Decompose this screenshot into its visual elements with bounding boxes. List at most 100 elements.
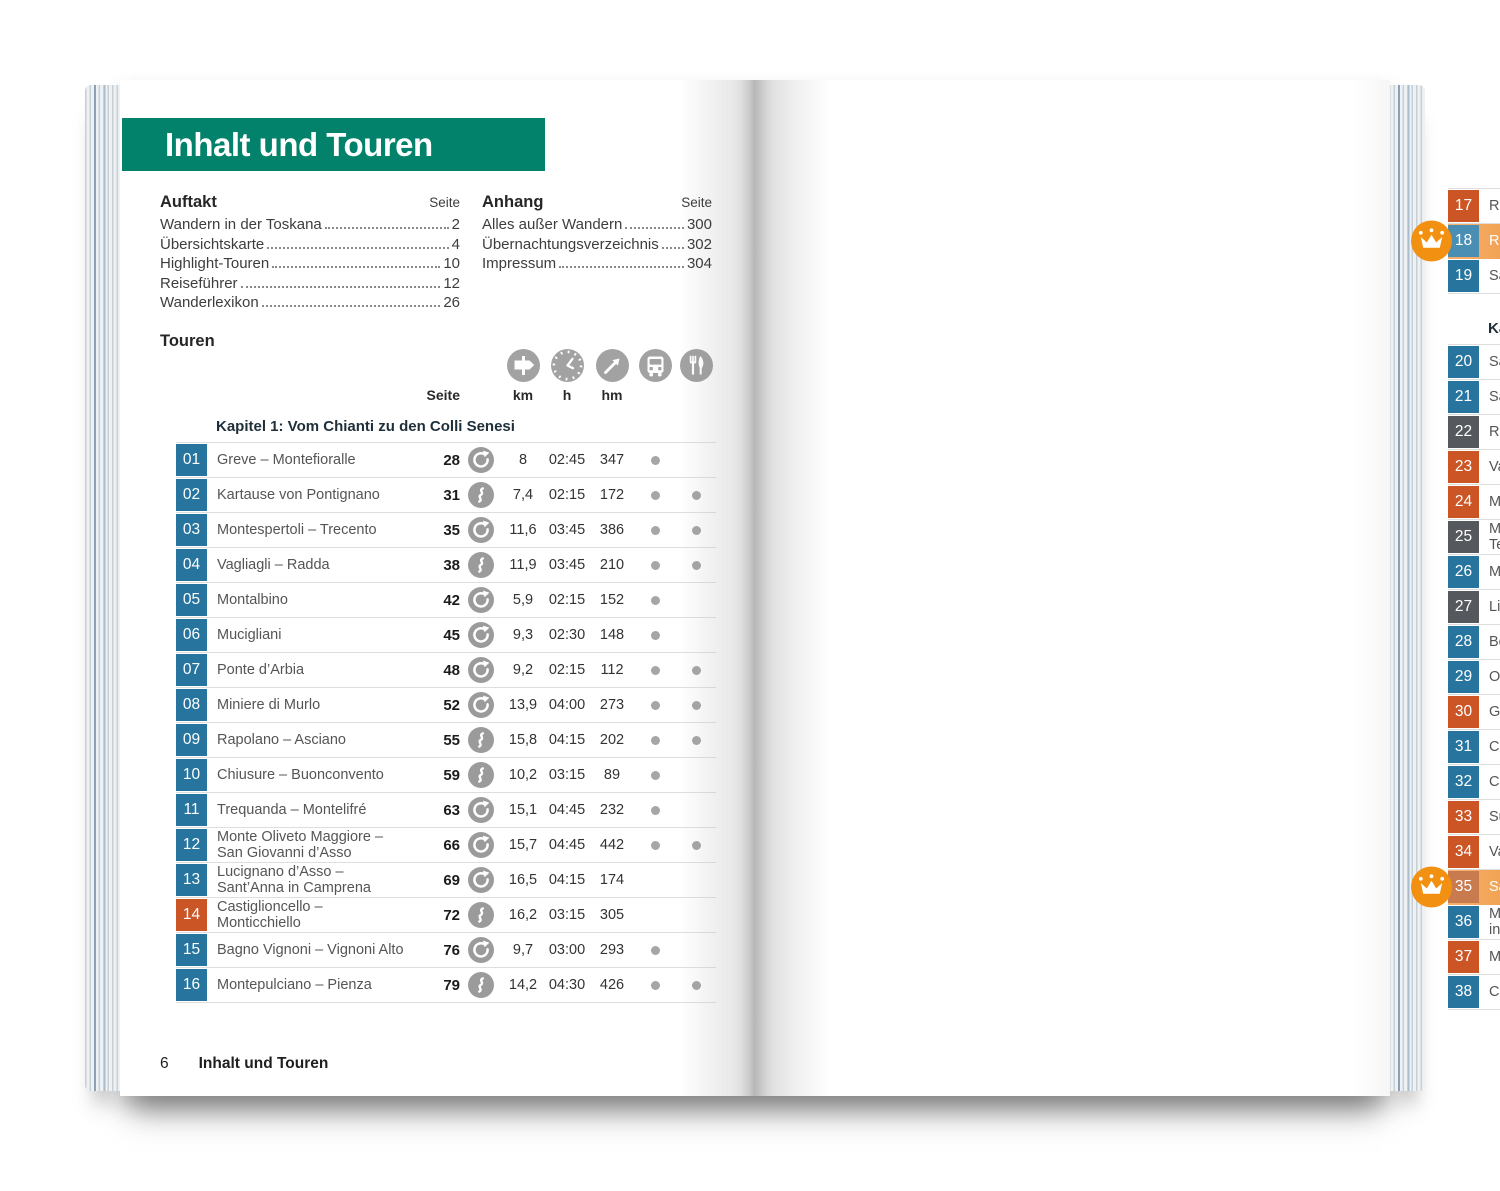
tour-row: 33 Sulcina – Corfino 137 14,2 05:00 596: [1448, 800, 1500, 835]
toc-item: Reiseführer 12: [160, 274, 460, 294]
bus-dot: [650, 980, 660, 990]
chapter-2-heading: Kapitel 2: Pistoiese, Garfagnana, Alpi A…: [1488, 320, 1500, 337]
round-trip-icon: [468, 657, 494, 683]
toc-item-page: 4: [451, 235, 460, 253]
tour-number-badge: 01: [176, 444, 207, 476]
toc-item: Übernachtungsverzeichnis 302: [482, 235, 712, 255]
tour-row: 15 Bagno Vignoni – Vignoni Alto 76 9,7 0…: [176, 933, 716, 968]
tour-row: 01 Greve – Montefioralle 28 8 02:45 347: [176, 443, 716, 478]
tour-name: Castiglione della Garfagnana: [1489, 774, 1500, 790]
bus-available-cell: [634, 455, 676, 465]
bus-available-cell: [634, 630, 676, 640]
tour-name: Ponte d’Arbia: [217, 662, 305, 678]
restaurant-icon: [676, 349, 716, 382]
restaurant-available-cell: [676, 700, 716, 710]
bus-dot: [650, 840, 660, 850]
tour-number-badge: 24: [1448, 486, 1479, 518]
tour-number-badge: 34: [1448, 836, 1479, 868]
toc-item-page: 10: [443, 255, 460, 272]
bus-available-cell: [634, 735, 676, 745]
tour-row: 12 Monte Oliveto Maggiore – San Giovanni…: [176, 828, 716, 863]
tour-km: 16,5: [508, 872, 538, 888]
touren-heading: Touren: [160, 332, 215, 350]
tour-number-badge: 30: [1448, 696, 1479, 728]
table-header-labels: Seite km h hm: [176, 382, 716, 408]
tour-number-badge: 15: [176, 934, 207, 966]
tour-number-badge: 27: [1448, 591, 1479, 623]
tour-number-badge: 10: [176, 759, 207, 791]
tour-km: 7,4: [512, 487, 534, 503]
tour-duration: 04:45: [548, 802, 586, 818]
km-column-label: km: [512, 387, 534, 403]
tour-number-badge: 04: [176, 549, 207, 581]
tour-km: 9,2: [512, 662, 534, 678]
tour-row: 21 San Miniato 97 8,5 02:30 207: [1448, 380, 1500, 415]
hm-column-label: hm: [601, 387, 623, 403]
page-right: Seite km h hm 17 Ripa d’Orcia – S. Antim…: [755, 80, 1500, 1096]
tour-km: 15,8: [508, 732, 538, 748]
tour-number-badge: 23: [1448, 451, 1479, 483]
table-header-labels: Seite km h hm: [1448, 162, 1500, 188]
tour-row: 32 Castiglione della Garfagnana 134 7,9 …: [1448, 765, 1500, 800]
tour-number-badge: 11: [176, 794, 207, 826]
tour-ascent: 347: [599, 452, 625, 468]
toc-item: Wanderlexikon 26: [160, 293, 460, 313]
round-trip-icon: [468, 832, 494, 858]
tour-name: Val Orsigna: [1489, 459, 1500, 475]
table-header-icons: [176, 348, 716, 382]
tour-name: Montalbino: [217, 592, 288, 608]
toc-item-page: 304: [686, 255, 712, 272]
tour-duration: 02:15: [548, 662, 586, 678]
tour-page-number: 63: [443, 801, 460, 819]
tour-number-badge: 32: [1448, 766, 1479, 798]
bus-available-cell: [634, 595, 676, 605]
tour-row: 26 Monte Piteglio – Prunetta 115 7,2 04:…: [1448, 555, 1500, 590]
tour-row: 07 Ponte d’Arbia 48 9,2 02:15 112: [176, 653, 716, 688]
round-trip-icon: [468, 517, 494, 543]
tour-ascent: 442: [599, 837, 625, 853]
tour-row: 11 Trequanda – Montelifré 63 15,1 04:45 …: [176, 793, 716, 828]
tour-number-badge: 12: [176, 829, 207, 861]
bus-available-cell: [634, 840, 676, 850]
tour-row: 03 Montespertoli – Trecento 35 11,6 03:4…: [176, 513, 716, 548]
tour-ascent: 293: [599, 942, 625, 958]
bus-dot: [650, 595, 660, 605]
toc-item-page: 302: [686, 235, 712, 253]
tour-name: Monte Oliveto Maggiore – San Giovanni d’…: [217, 829, 384, 861]
toc-item: Impressum 304: [482, 254, 712, 274]
bus-dot: [650, 665, 660, 675]
bus-available-cell: [634, 945, 676, 955]
tour-number-badge: 03: [176, 514, 207, 546]
toc-item-label: Alles außer Wandern: [482, 216, 623, 233]
tour-duration: 02:15: [548, 487, 586, 503]
tour-name: Rifugio Cascine di Spedaletto: [1489, 424, 1500, 440]
bus-available-cell: [634, 525, 676, 535]
toc-item-label: Übersichtskarte: [160, 235, 265, 253]
tour-row: 30 Gallicano – Verni – Trassilico 127 11…: [1448, 695, 1500, 730]
tour-number-badge: 06: [176, 619, 207, 651]
tour-row: 29 Orrido di Botri 124 3,7 03:30 300: [1448, 660, 1500, 695]
restaurant-available-cell: [676, 980, 716, 990]
tour-row: 08 Miniere di Murlo 52 13,9 04:00 273: [176, 688, 716, 723]
tour-name: Orrido di Botri: [1489, 669, 1500, 685]
tour-row: 38 Cardoso, Pruno und Volegno 153 7,7 03…: [1448, 975, 1500, 1010]
bus-available-cell: [634, 770, 676, 780]
tour-page-number: 48: [443, 661, 460, 679]
tour-row: 23 Val Orsigna 104 9,9 04:30 857: [1448, 450, 1500, 485]
tour-number-badge: 19: [1448, 260, 1479, 292]
tour-duration: 03:15: [548, 767, 586, 783]
restaurant-dot: [691, 700, 701, 710]
toc-item: Wandern in der Toskana 2: [160, 215, 460, 235]
tour-ascent: 210: [599, 557, 625, 573]
tour-name: Benabbio – Boveglio: [1489, 634, 1500, 650]
restaurant-available-cell: [676, 840, 716, 850]
dotted-leader: [240, 285, 441, 288]
tour-name: Calomini – Brucciano: [1489, 739, 1500, 755]
one-way-route-icon: [468, 482, 494, 508]
seite-column-label: Seite: [426, 387, 460, 403]
tour-page-number: 45: [443, 626, 460, 644]
tour-page-number: 28: [443, 451, 460, 469]
dotted-leader: [261, 305, 441, 307]
bus-dot: [650, 735, 660, 745]
